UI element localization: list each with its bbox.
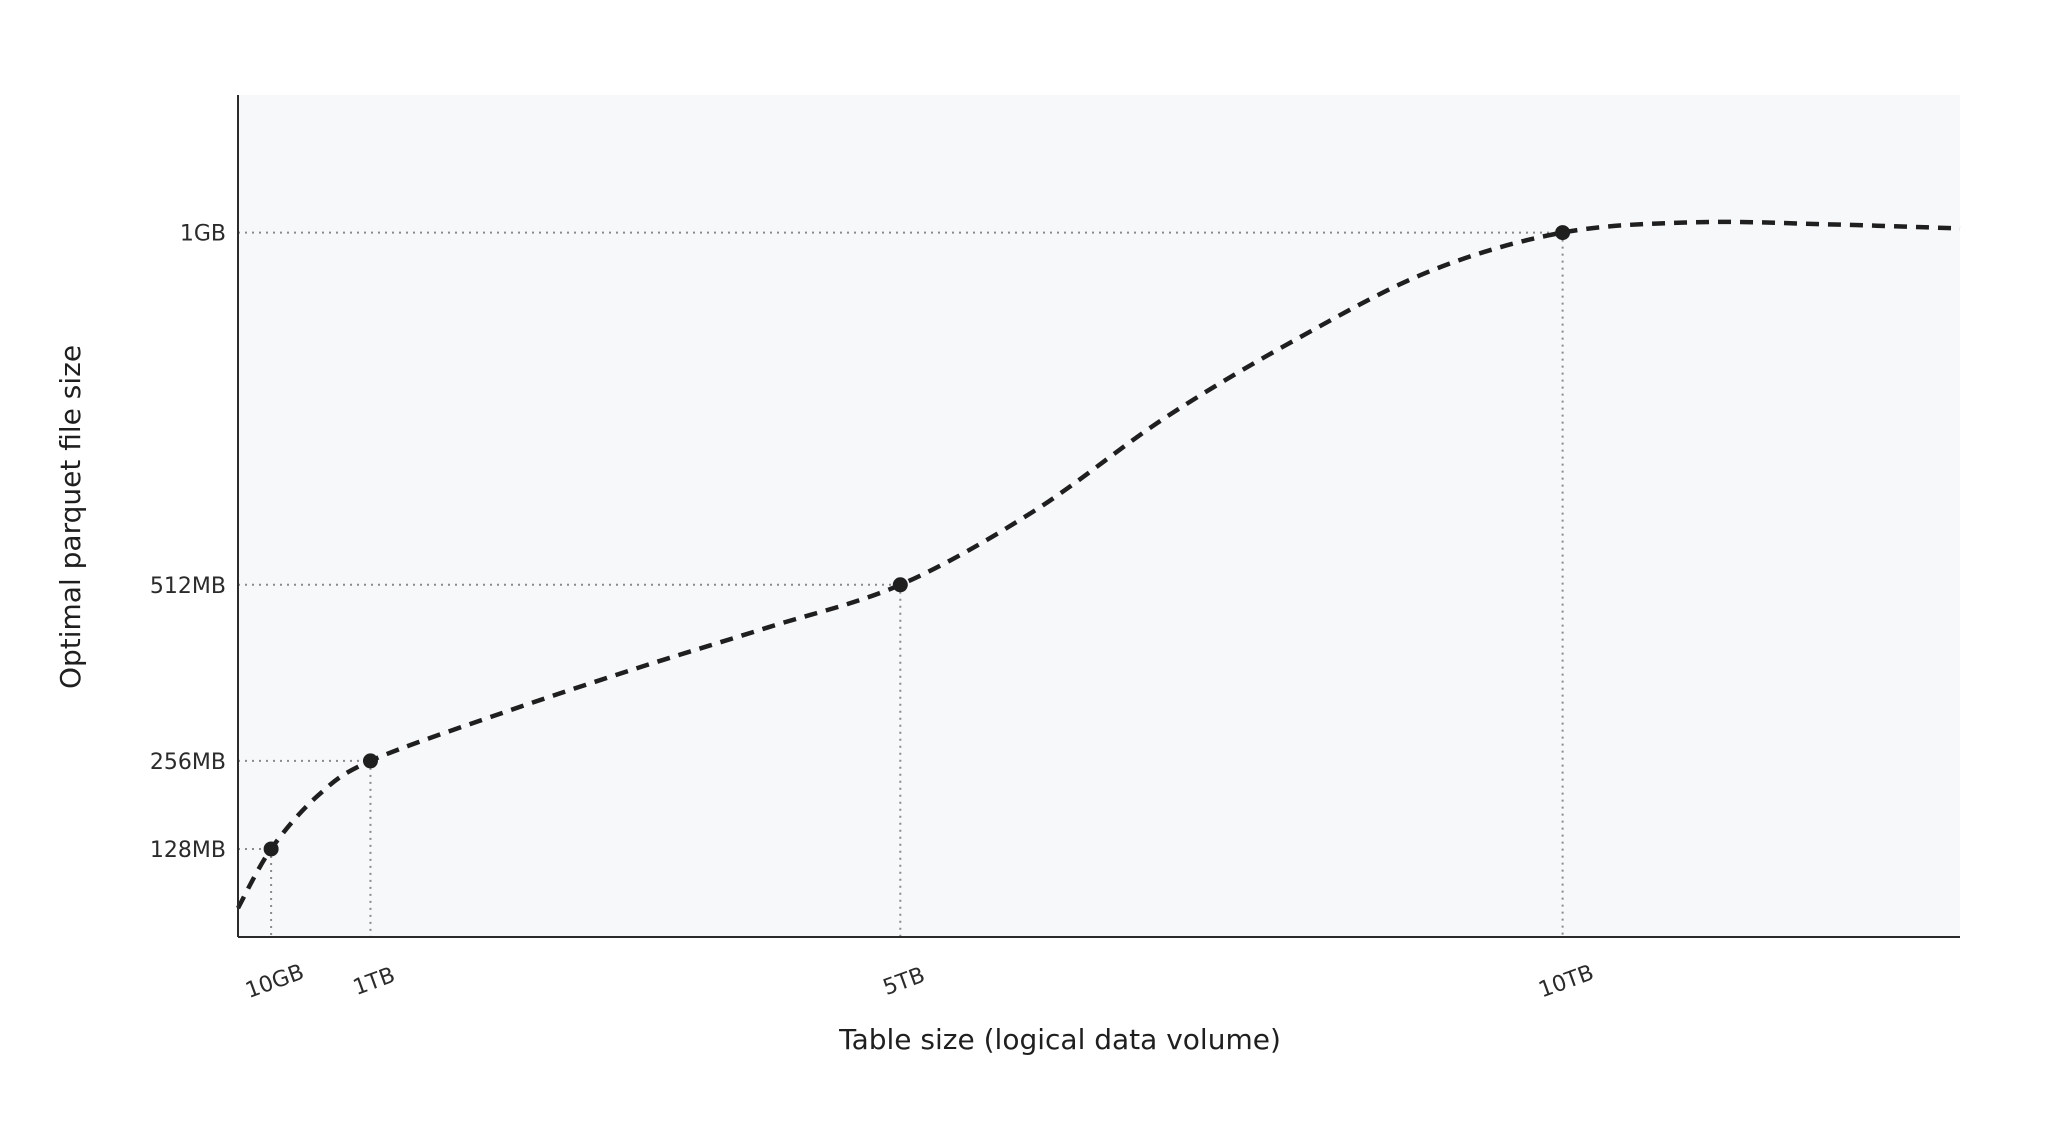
y-axis-title: Optimal parquet file size (54, 345, 87, 689)
data-point-1 (362, 753, 378, 769)
y-tick-label: 128MB (150, 838, 226, 863)
x-tick-label: 1TB (350, 963, 399, 1001)
y-tick-label: 512MB (150, 574, 226, 599)
y-tick-label: 256MB (150, 750, 226, 775)
y-tick-label: 1GB (180, 222, 226, 247)
data-point-2 (892, 577, 908, 593)
x-tick-label: 10GB (242, 960, 307, 1004)
guide-lines (238, 231, 1564, 937)
x-tick-label: 5TB (880, 963, 929, 1001)
data-point-3 (1555, 225, 1571, 241)
x-axis-title: Table size (logical data volume) (838, 1023, 1281, 1056)
plot-area (238, 95, 1960, 937)
x-tick-labels: 10GB 1TB 5TB 10TB (242, 960, 1597, 1004)
data-point-0 (263, 841, 279, 857)
data-points (263, 225, 1571, 857)
x-tick-label: 10TB (1536, 960, 1598, 1003)
y-tick-labels: 128MB 256MB 512MB 1GB (150, 222, 226, 863)
